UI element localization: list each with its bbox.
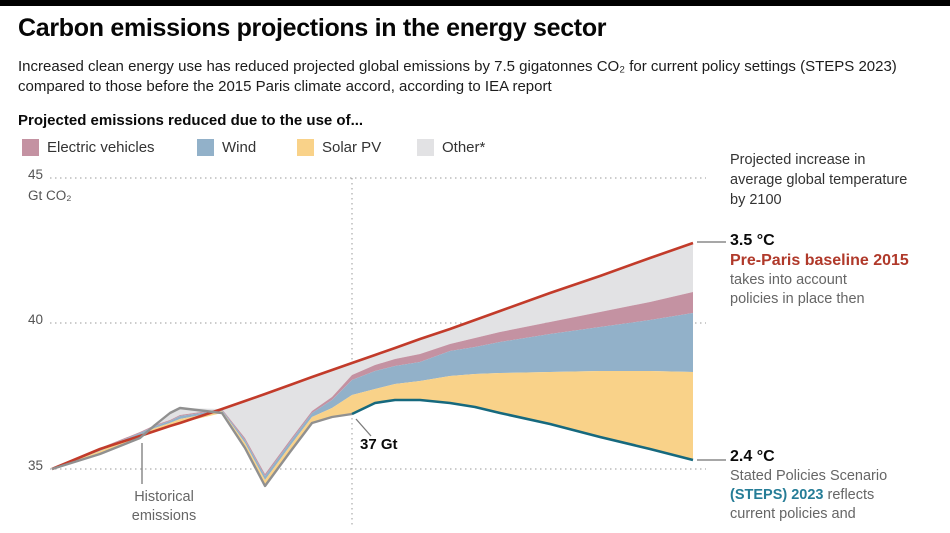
annotation-line: Historical	[134, 489, 194, 505]
pre-paris-baseline-label: Pre-Paris baseline 2015	[730, 252, 909, 269]
legend-item-electric-vehicles: Electric vehicles	[22, 138, 155, 156]
annotation-steps-2-4c: 2.4 °C Stated Policies Scenario (STEPS) …	[730, 447, 948, 524]
top-bar	[0, 0, 950, 6]
annotation-inline: reflects	[823, 487, 875, 503]
annotation-baseline-3-5c: 3.5 °C Pre-Paris baseline 2015 takes int…	[730, 231, 948, 309]
legend-label: Other*	[442, 138, 486, 156]
annotation-line: by 2100	[730, 192, 782, 208]
band-solar-pv	[52, 371, 693, 486]
temp-value-3-5c: 3.5 °C	[730, 232, 775, 249]
other-swatch-icon	[417, 138, 434, 156]
page-title: Carbon emissions projections in the ener…	[18, 14, 607, 42]
annotation-historical-emissions: Historical emissions	[116, 488, 212, 526]
legend-label: Wind	[222, 138, 257, 156]
y-axis-tick-35: 35	[28, 458, 44, 473]
annotation-line: current policies and	[730, 506, 856, 522]
annotation-line: Stated Policies Scenario	[730, 468, 888, 484]
electric-vehicles-swatch-icon	[22, 138, 39, 156]
temp-value-2-4c: 2.4 °C	[730, 448, 775, 465]
band-other	[52, 243, 693, 474]
section-kicker: Projected emissions reduced due to the u…	[18, 112, 364, 129]
pre-paris-baseline-line	[51, 241, 694, 471]
legend-item-solar-pv: Solar PV	[297, 138, 381, 156]
solar-pv-swatch-icon	[297, 138, 314, 156]
annotation-line: Projected increase in	[730, 152, 866, 168]
legend-label: Solar PV	[322, 138, 382, 156]
historical-emissions-line	[51, 406, 353, 488]
steps-2023-label: (STEPS) 2023	[730, 487, 824, 503]
annotation-line: average global temperature	[730, 172, 908, 188]
y-axis-unit: Gt CO₂	[28, 188, 72, 203]
legend-item-wind: Wind	[197, 138, 256, 156]
annotation-temperature-heading: Projected increase in average global tem…	[730, 150, 945, 210]
annotation-line: emissions	[131, 508, 197, 524]
annotation-line: policies in place then	[730, 291, 865, 307]
wind-swatch-icon	[197, 138, 214, 156]
subtitle: Increased clean energy use has reduced p…	[18, 58, 897, 95]
band-electric-vehicles	[52, 292, 693, 476]
y-axis-tick-40: 40	[28, 312, 44, 327]
legend-label: Electric vehicles	[47, 138, 155, 156]
legend-item-other: Other*	[417, 138, 485, 156]
annotation-line: (STEPS) 2023 reflects	[730, 486, 948, 505]
steps-2023-line	[351, 398, 694, 462]
annotation-37gt: 37 Gt	[360, 436, 398, 453]
band-wind	[52, 313, 693, 480]
y-axis-tick-45: 45	[28, 167, 44, 182]
annotation-line: takes into account	[730, 272, 847, 288]
pointer-37gt	[355, 418, 372, 437]
